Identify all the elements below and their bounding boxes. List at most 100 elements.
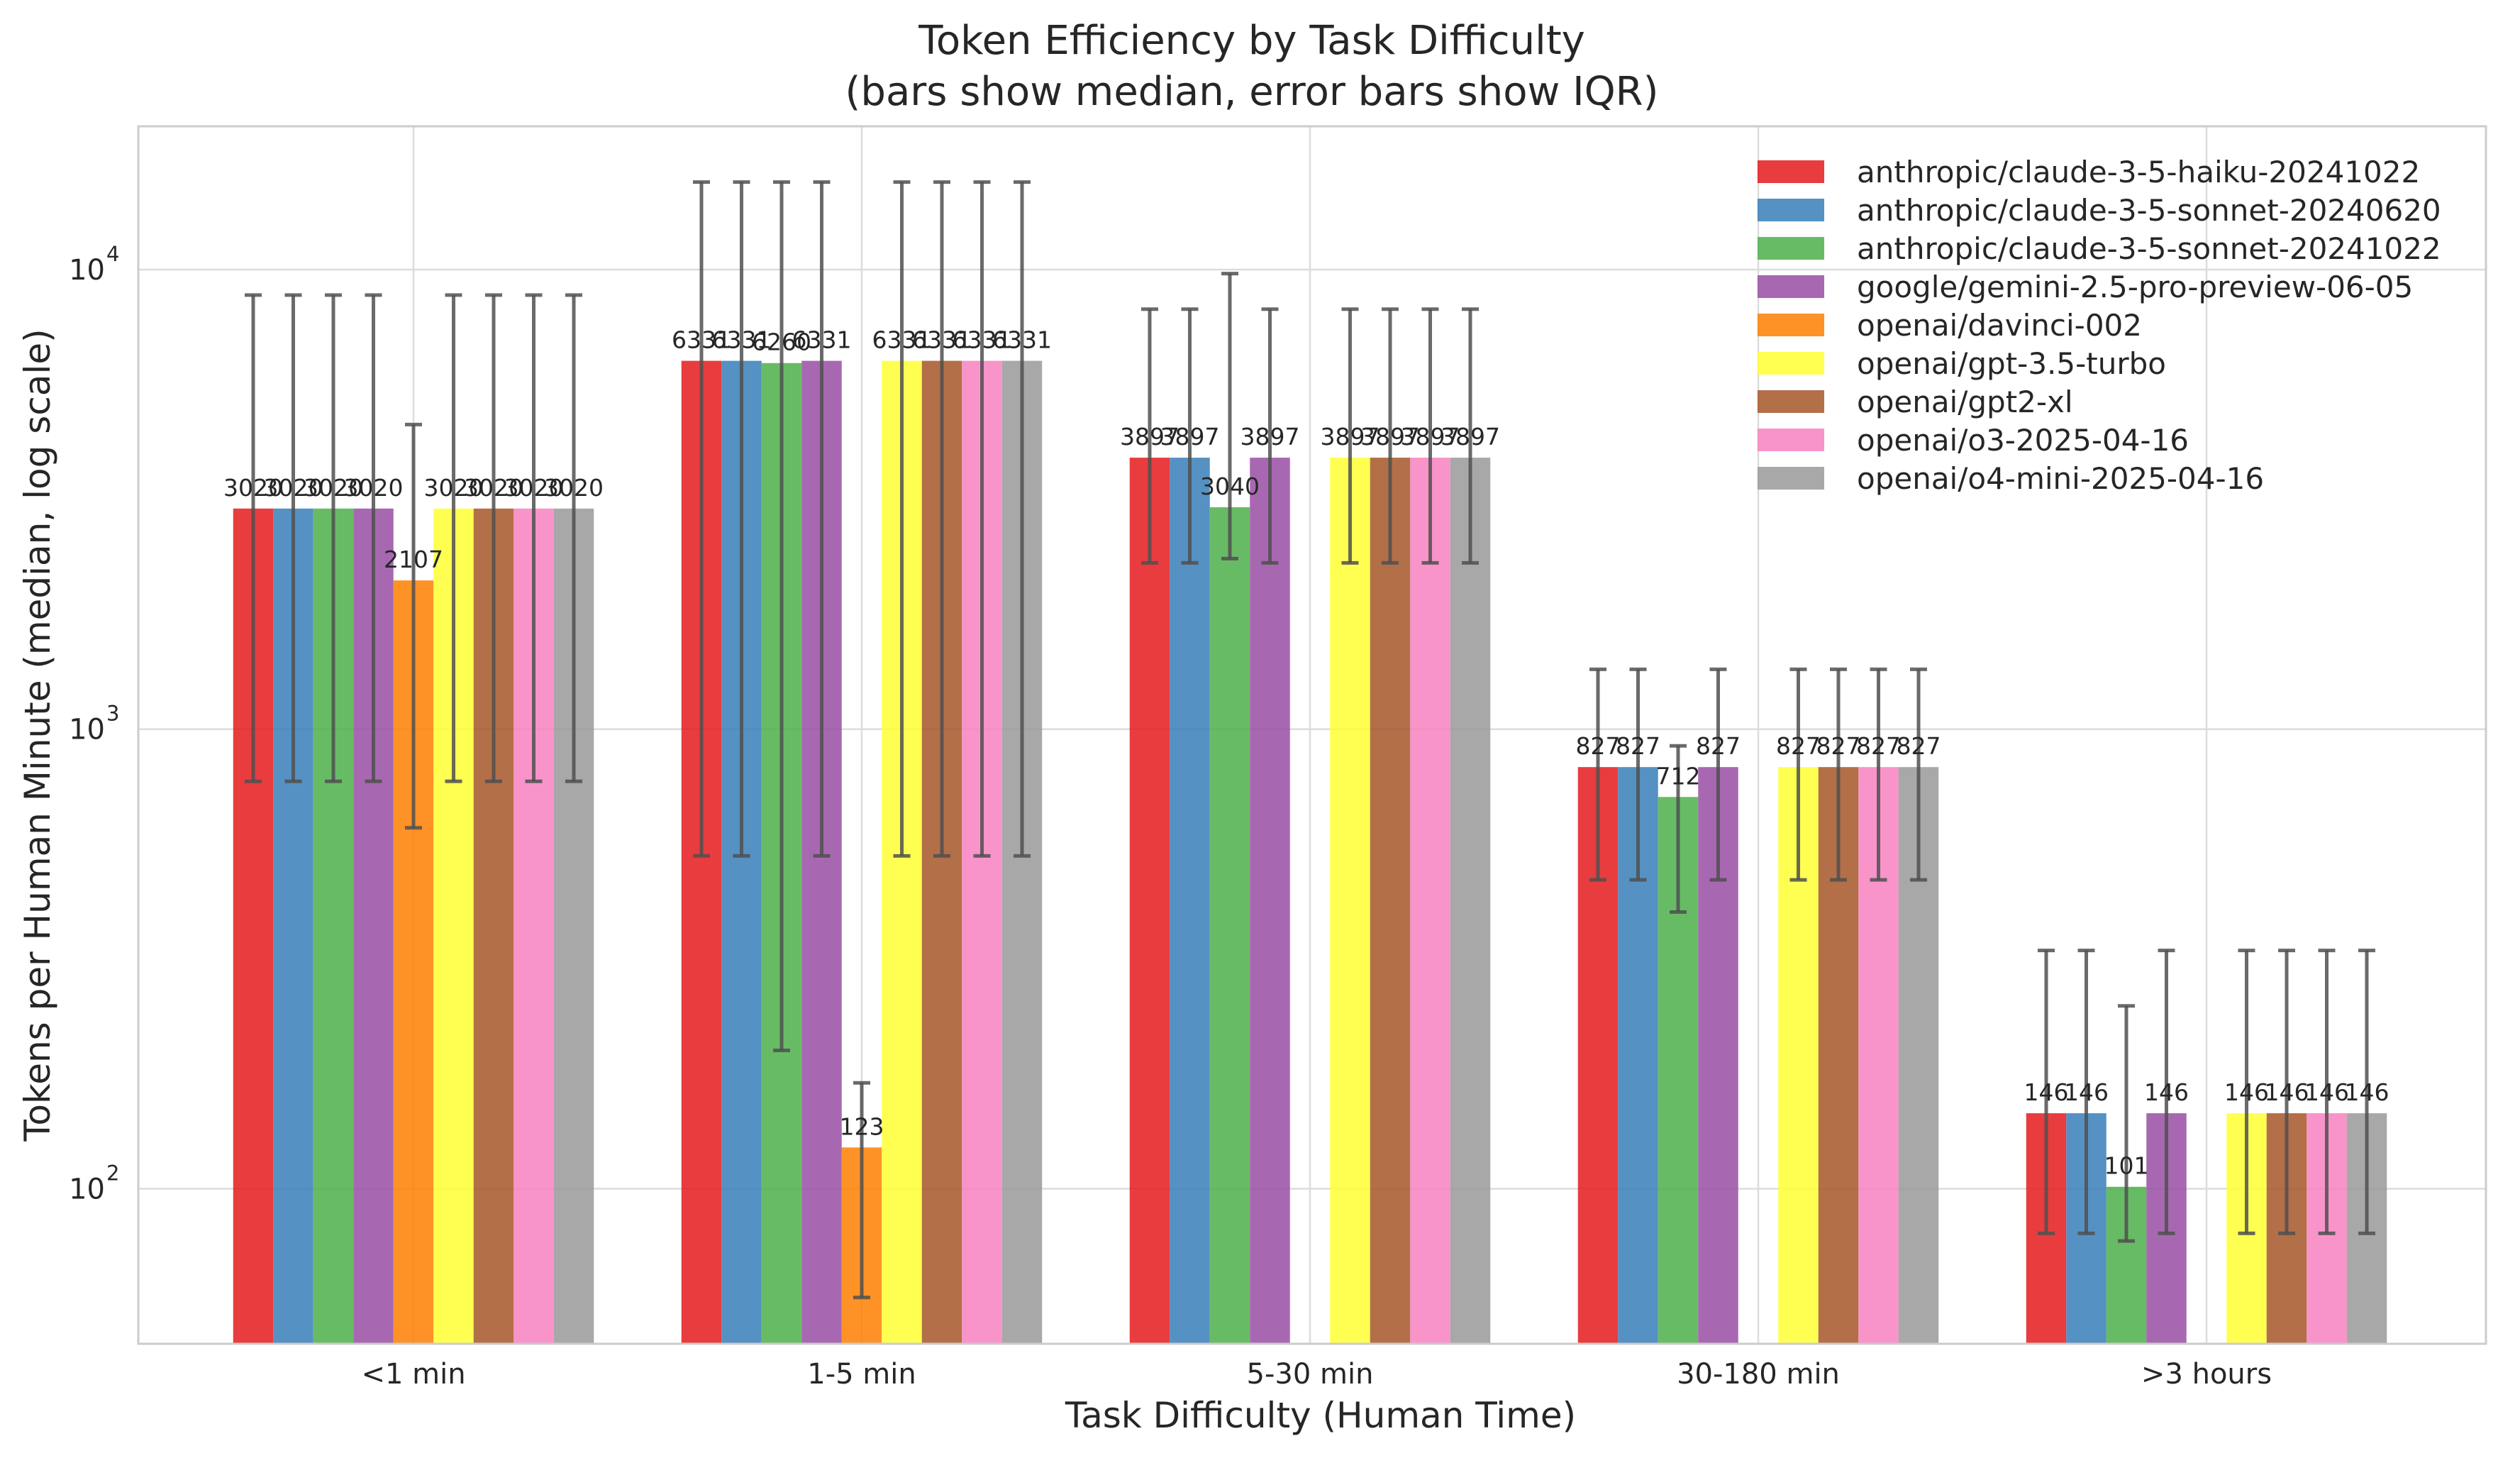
- bar-value-label: 6331: [672, 326, 731, 354]
- legend-entry: openai/o4-mini-2025-04-16: [1758, 461, 2264, 496]
- legend-swatch: [1758, 237, 1824, 260]
- bar-value-label: 3020: [304, 474, 363, 502]
- bar-value-label: 146: [2265, 1078, 2309, 1106]
- bar-value-label: 3040: [1200, 473, 1260, 500]
- bar-value-label: 6331: [872, 326, 932, 354]
- legend-label: openai/gpt-3.5-turbo: [1857, 346, 2166, 381]
- error-bar: [933, 180, 950, 858]
- legend-swatch: [1758, 275, 1824, 298]
- error-bar: [365, 293, 382, 783]
- bar-value-label: 3020: [504, 474, 564, 502]
- error-bar: [773, 180, 790, 1053]
- bar-value-label: 827: [1576, 732, 1621, 760]
- legend: anthropic/claude-3-5-haiku-20241022 anthr…: [1758, 155, 2441, 496]
- bar-value-label: 3897: [1360, 423, 1420, 451]
- bar: [1209, 507, 1250, 1344]
- error-bar: [1670, 744, 1687, 915]
- y-tick-exponent: 4: [106, 242, 119, 266]
- legend-swatch: [1758, 314, 1824, 336]
- y-tick-label: 10: [69, 714, 105, 746]
- bar-value-label: 146: [2144, 1078, 2189, 1106]
- legend-entry: anthropic/claude-3-5-sonnet-20240620: [1758, 193, 2441, 228]
- legend-entry: openai/gpt-3.5-turbo: [1758, 346, 2166, 381]
- error-bar: [1629, 667, 1647, 882]
- error-bar: [2158, 949, 2175, 1235]
- bar-value-label: 146: [2024, 1078, 2069, 1106]
- bar-value-label: 101: [2104, 1152, 2149, 1180]
- error-bar: [565, 293, 582, 783]
- error-bar: [813, 180, 831, 858]
- legend-label: openai/o3-2025-04-16: [1857, 423, 2189, 458]
- error-bar: [733, 180, 750, 858]
- bar: [1450, 458, 1491, 1344]
- bar-value-label: 6331: [992, 326, 1052, 354]
- y-tick-label: 10: [69, 254, 105, 287]
- error-bar: [1462, 307, 1479, 565]
- legend-label: openai/gpt2-xl: [1857, 385, 2073, 419]
- bar-value-label: 3897: [1120, 423, 1179, 451]
- bar-value-label: 827: [1816, 732, 1861, 760]
- error-bar: [893, 180, 911, 858]
- error-bar: [2077, 949, 2095, 1235]
- error-bar: [1221, 272, 1238, 560]
- bar-value-label: 146: [2064, 1078, 2109, 1106]
- error-bar: [245, 293, 262, 783]
- bar-value-label: 827: [1696, 732, 1741, 760]
- bar-value-label: 146: [2345, 1078, 2389, 1106]
- error-bar: [445, 293, 462, 783]
- error-bar: [405, 422, 422, 830]
- bar-value-label: 3020: [223, 474, 283, 502]
- error-bar: [853, 1081, 870, 1300]
- bar-value-label: 827: [1897, 732, 1941, 760]
- legend-entry: openai/gpt2-xl: [1758, 385, 2073, 419]
- legend-label: google/gemini-2.5-pro-preview-06-05: [1857, 270, 2413, 304]
- legend-label: openai/o4-mini-2025-04-16: [1857, 461, 2264, 496]
- error-bar: [2038, 949, 2055, 1235]
- bar-value-label: 3897: [1160, 423, 1220, 451]
- error-bar: [1910, 667, 1927, 882]
- legend-entry: openai/davinci-002: [1758, 308, 2142, 343]
- bar-value-label: 3020: [264, 474, 323, 502]
- error-bars: [245, 180, 2375, 1300]
- error-bar: [1181, 307, 1199, 565]
- legend-swatch: [1758, 390, 1824, 413]
- bar-value-label: 3897: [1401, 423, 1460, 451]
- legend-entry: google/gemini-2.5-pro-preview-06-05: [1758, 270, 2413, 304]
- legend-swatch: [1758, 199, 1824, 221]
- bar-value-label: 3020: [544, 474, 604, 502]
- legend-label: anthropic/claude-3-5-haiku-20241022: [1857, 155, 2420, 189]
- bar-value-label: 3897: [1441, 423, 1500, 451]
- error-bar: [1709, 667, 1727, 882]
- x-tick-label: <1 min: [361, 1358, 465, 1391]
- bar: [1129, 458, 1170, 1344]
- bar: [1250, 458, 1290, 1344]
- legend-entry: anthropic/claude-3-5-sonnet-20241022: [1758, 231, 2441, 266]
- legend-swatch: [1758, 429, 1824, 451]
- bar: [1330, 458, 1370, 1344]
- bar-value-label: 827: [1856, 732, 1901, 760]
- bar-value-label: 146: [2304, 1078, 2349, 1106]
- bar-value-label: 123: [840, 1112, 884, 1140]
- bar-value-label: 712: [1656, 762, 1701, 790]
- error-bar: [284, 293, 302, 783]
- error-bar: [693, 180, 710, 858]
- x-tick-label: 5-30 min: [1247, 1358, 1374, 1391]
- chart-subtitle: (bars show median, error bars show IQR): [845, 69, 1659, 115]
- bar-value-label: 2107: [384, 546, 443, 573]
- error-bar: [485, 293, 502, 783]
- bar-value-labels: 3020 6331 3897 827 146 3020 6331 3897 827 146 3020…: [223, 326, 2389, 1180]
- bar-value-label: 3020: [424, 474, 484, 502]
- bar-value-label: 3897: [1240, 423, 1300, 451]
- error-bar: [1141, 307, 1158, 565]
- bar-value-label: 6331: [712, 326, 772, 354]
- plot-frame: [137, 125, 2487, 1345]
- bar-value-label: 146: [2224, 1078, 2269, 1106]
- error-bar: [1014, 180, 1031, 858]
- legend-label: anthropic/claude-3-5-sonnet-20241022: [1857, 231, 2441, 266]
- x-tick-label: >3 hours: [2141, 1358, 2272, 1391]
- bar: [1410, 458, 1450, 1344]
- legend-swatch: [1758, 467, 1824, 490]
- error-bar: [525, 293, 543, 783]
- legend-swatch: [1758, 352, 1824, 375]
